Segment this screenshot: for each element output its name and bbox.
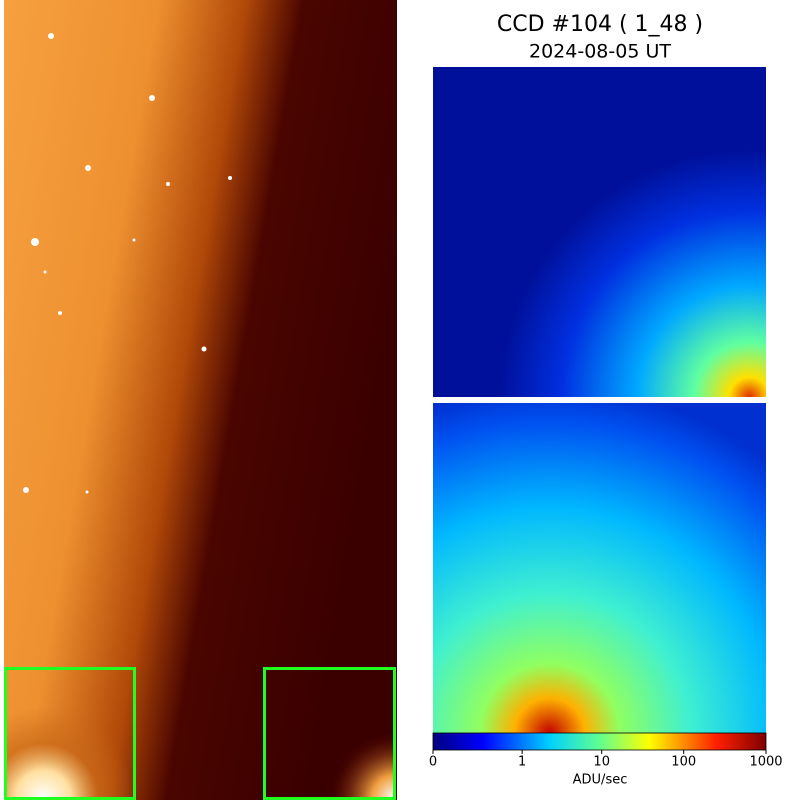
- tick-label: 10: [593, 755, 610, 770]
- title: CCD #104 ( 1_48 ): [497, 12, 703, 37]
- colorbar: [432, 732, 767, 751]
- zoom-image: [433, 403, 766, 733]
- glow: [264, 668, 395, 798]
- tick-label: 100: [671, 755, 696, 770]
- subtitle: 2024-08-05 UT: [529, 41, 671, 63]
- glow: [4, 668, 135, 798]
- stars: [23, 33, 232, 494]
- zoom-image: [433, 67, 766, 397]
- tick-label: 0: [429, 755, 437, 770]
- tick-label: 1: [518, 755, 526, 770]
- zoom-box: [4, 667, 136, 800]
- colorbar-label: ADU/sec: [573, 773, 628, 788]
- zoom-box: [263, 667, 396, 800]
- tick-label: 1000: [749, 755, 782, 770]
- ccd-image: [4, 0, 397, 800]
